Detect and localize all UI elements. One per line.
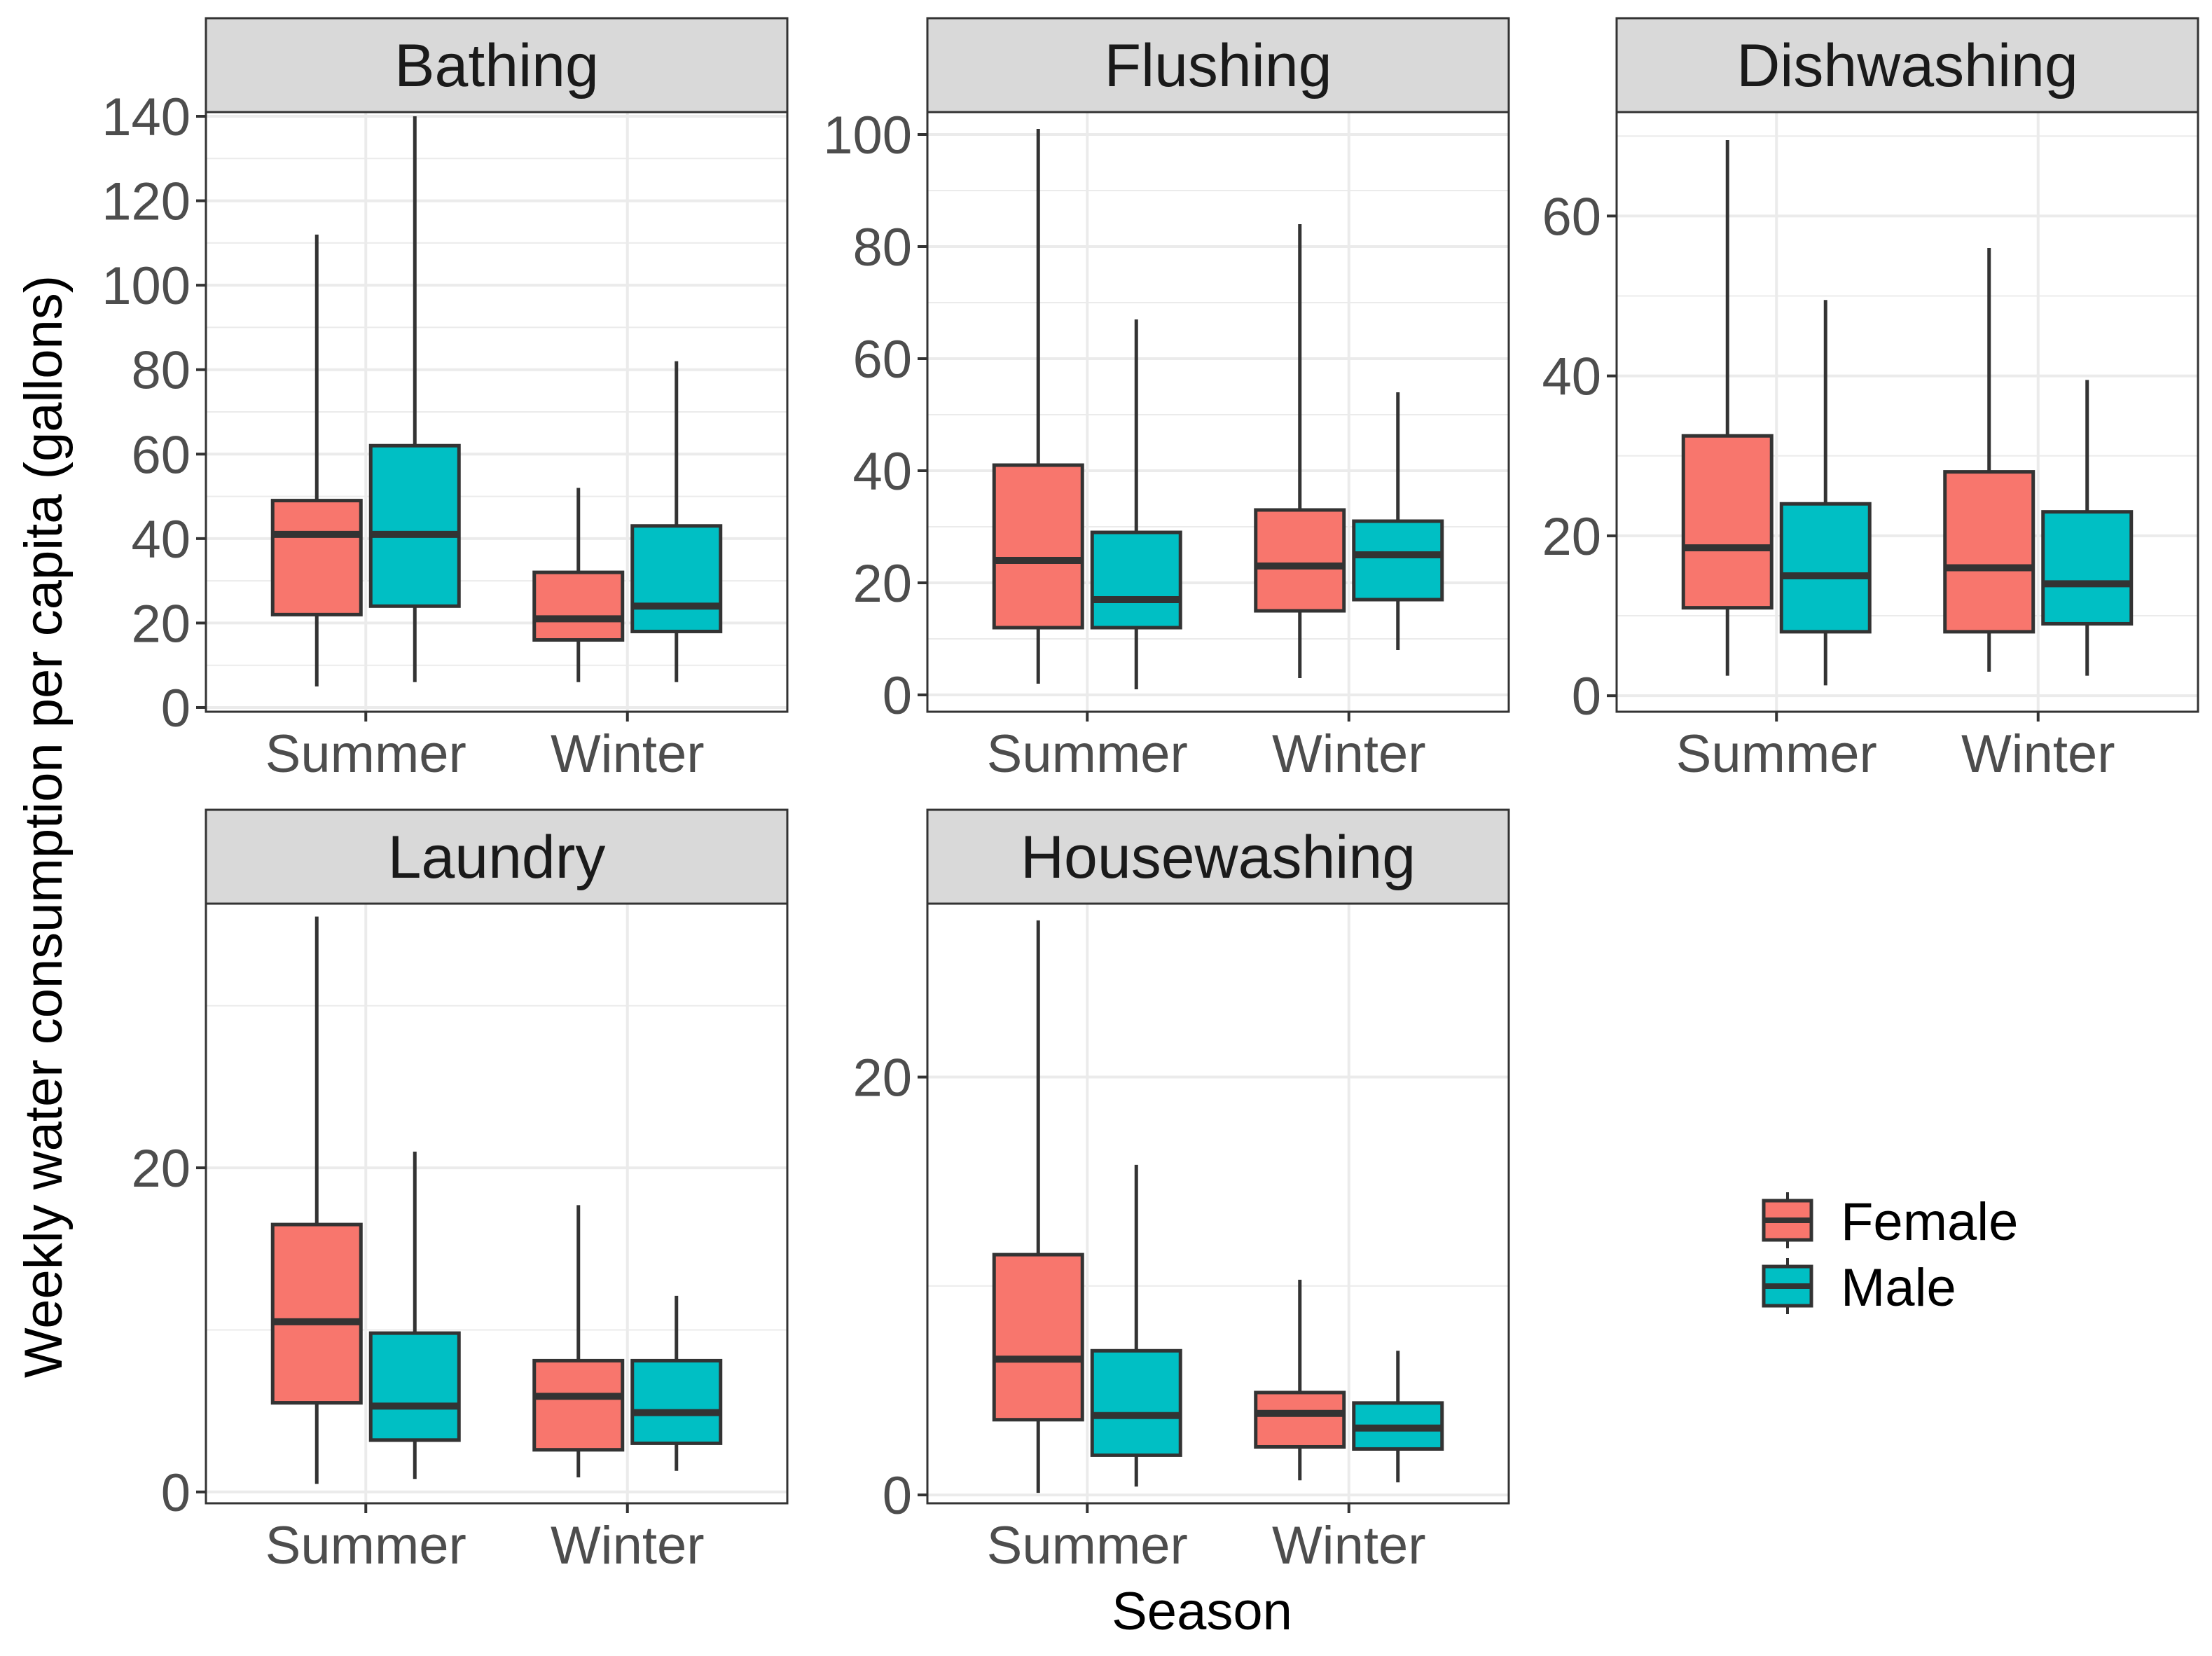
iqr-box	[1090, 1348, 1182, 1457]
y-tick-label: 0	[1572, 667, 1601, 726]
facet-strip-label: Laundry	[388, 824, 606, 891]
facet-strip	[205, 17, 789, 113]
facet-strip	[926, 808, 1510, 905]
facet-strip	[1615, 17, 2199, 113]
x-tick-label: Winter	[551, 1516, 705, 1575]
box-winter-male	[1352, 1351, 1444, 1483]
y-tick-label: 140	[102, 88, 191, 147]
iqr-box	[270, 499, 363, 616]
box-summer-female	[1681, 139, 1774, 676]
x-tick-label: Winter	[551, 724, 705, 784]
iqr-box	[1254, 1391, 1346, 1449]
box-summer-female	[270, 234, 363, 686]
y-tick-label: 0	[883, 1466, 912, 1526]
iqr-box	[368, 443, 461, 608]
x-tick-label: Summer	[987, 724, 1188, 784]
legend-label-female: Female	[1841, 1192, 2018, 1252]
box-winter-female	[532, 1205, 625, 1477]
iqr-box	[270, 1222, 363, 1405]
facet-strip	[926, 17, 1510, 113]
iqr-box	[532, 570, 625, 642]
x-tick-label: Winter	[1272, 1516, 1426, 1575]
y-tick-label: 20	[131, 594, 191, 654]
facet-panel-dishwashing: Dishwashing 0 20 40 60 Summer Winter	[1542, 17, 2199, 784]
iqr-box	[1681, 434, 1774, 610]
y-tick-label: 80	[131, 341, 191, 401]
iqr-box	[1352, 519, 1444, 602]
iqr-box	[630, 1358, 723, 1445]
facet-strip-label: Flushing	[1104, 32, 1332, 99]
y-tick-label: 60	[852, 330, 912, 389]
facet-panel-flushing: Flushing 0 20 40 60 80 100 Summer Winter	[823, 17, 1510, 784]
y-tick-label: 20	[852, 1049, 912, 1108]
facet-strip-label: Dishwashing	[1736, 32, 2078, 99]
y-tick-label: 20	[852, 554, 912, 614]
y-tick-label: 100	[102, 256, 191, 316]
box-summer-female	[992, 920, 1084, 1493]
box-winter-male	[1352, 392, 1444, 650]
y-tick-label: 60	[1542, 187, 1601, 247]
box-summer-male	[368, 1151, 461, 1479]
legend-key-female	[1762, 1192, 1813, 1248]
legend-label-male: Male	[1841, 1258, 1956, 1318]
legend-key-male	[1762, 1258, 1813, 1314]
y-tick-label: 0	[161, 679, 191, 738]
iqr-box	[1090, 530, 1182, 630]
box-summer-male	[368, 116, 461, 682]
box-winter-male	[630, 1295, 723, 1471]
x-tick-label: Winter	[1272, 724, 1426, 784]
y-tick-label: 0	[883, 666, 912, 726]
box-winter-female	[1254, 1279, 1346, 1481]
y-tick-label: 40	[1542, 347, 1601, 407]
y-tick-label: 60	[131, 425, 191, 485]
x-tick-label: Summer	[1676, 724, 1877, 784]
y-tick-label: 120	[102, 172, 191, 232]
facet-panel-laundry: Laundry 0 20 Summer Winter	[131, 808, 789, 1575]
facet-panel-bathing: Bathing 0 20 40 60 80 100 120 140 Summer Winter	[102, 17, 789, 784]
facet-strip-label: Housewashing	[1021, 824, 1416, 891]
iqr-box	[992, 463, 1084, 630]
iqr-box	[992, 1253, 1084, 1422]
box-summer-male	[1090, 1164, 1182, 1487]
facet-strip	[205, 808, 789, 905]
y-tick-label: 80	[852, 218, 912, 277]
facet-strip-label: Bathing	[394, 32, 599, 99]
x-axis-title: Season	[1112, 1582, 1292, 1641]
box-winter-female	[1943, 248, 2035, 672]
box-summer-male	[1779, 300, 1872, 686]
x-tick-label: Summer	[265, 724, 466, 784]
y-tick-label: 40	[852, 442, 912, 502]
iqr-box	[1779, 502, 1872, 634]
iqr-box	[2041, 510, 2134, 626]
facet-panel-housewashing: Housewashing 0 20 Summer Winter	[852, 808, 1510, 1575]
y-tick-label: 100	[823, 106, 912, 165]
box-summer-female	[270, 916, 363, 1484]
iqr-box	[368, 1331, 461, 1442]
y-tick-label: 20	[131, 1139, 191, 1199]
iqr-box	[630, 524, 723, 633]
y-axis-title: Weekly water consumption per capita (gal…	[14, 275, 74, 1378]
box-summer-male	[1090, 319, 1182, 689]
y-tick-label: 0	[161, 1463, 191, 1523]
x-tick-label: Winter	[1961, 724, 2115, 784]
y-tick-label: 20	[1542, 507, 1601, 567]
box-winter-male	[630, 361, 723, 682]
iqr-box	[532, 1358, 625, 1452]
iqr-box	[1943, 470, 2035, 634]
box-winter-female	[1254, 224, 1346, 678]
y-tick-label: 40	[131, 510, 191, 570]
iqr-box	[1254, 508, 1346, 613]
x-tick-label: Summer	[987, 1516, 1188, 1575]
x-tick-label: Summer	[265, 1516, 466, 1575]
box-winter-male	[2041, 380, 2134, 676]
box-summer-female	[992, 129, 1084, 684]
box-winter-female	[532, 488, 625, 682]
